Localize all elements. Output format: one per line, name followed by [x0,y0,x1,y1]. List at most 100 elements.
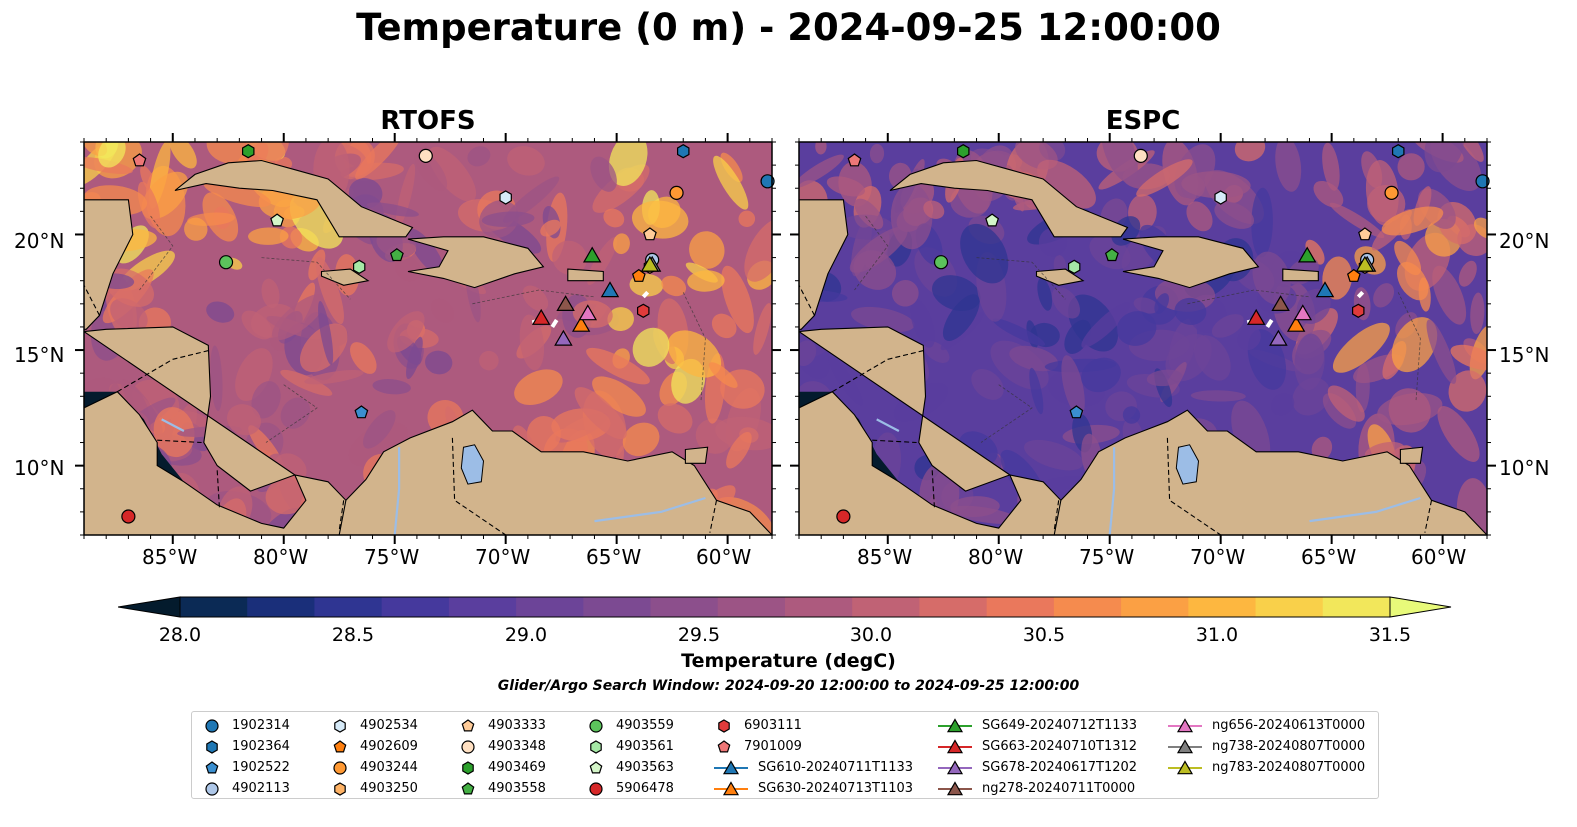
legend-marker-SG663-20240710T1312[interactable] [946,739,964,754]
panel-title-rtofs: RTOFS [380,106,476,136]
float-marker-4902609-espc[interactable] [1346,268,1361,282]
legend-marker-1902364[interactable] [206,740,218,754]
float-marker-4903559-espc[interactable] [933,255,949,270]
lat-label-right-20: 20°N [1499,229,1550,253]
glider-marker-ng656-20240613T0000-rtofs[interactable] [578,304,598,321]
float-marker-6903111-espc[interactable] [1351,303,1365,318]
float-marker-4903333-rtofs[interactable] [643,227,657,241]
float-marker-4903561-espc[interactable] [1068,259,1081,274]
glider-marker-SG663-20240710T1312-rtofs[interactable] [531,308,551,325]
float-marker-1902522-espc[interactable] [1069,405,1084,419]
glider-marker-SG663-20240710T1312-espc[interactable] [1246,308,1266,325]
float-marker-4903558-rtofs[interactable] [389,248,404,262]
glider-marker-SG610-20240711T1133-espc[interactable] [1315,281,1335,298]
legend-marker-4903561[interactable] [590,740,602,754]
legend-marker-ng783-20240807T0000[interactable] [1176,760,1194,775]
legend-marker-ng278-20240711T0000[interactable] [946,781,964,796]
float-marker-1902314-rtofs[interactable] [760,174,775,189]
legend-marker-SG630-20240713T1103[interactable] [722,781,740,796]
legend-marker-5906478[interactable] [589,782,603,796]
legend-marker-4902534[interactable] [334,719,346,733]
land-cuba [174,159,414,238]
float-marker-4903563-espc[interactable] [985,213,1000,227]
land-hispaniola [407,236,545,289]
float-marker-4903244-rtofs[interactable] [669,185,684,200]
lon-label-rtofs-60: 60°W [696,545,752,569]
land-southAmerica [338,409,772,535]
legend-marker-4903250[interactable] [334,782,346,796]
float-marker-7901009-espc[interactable] [847,153,862,167]
legend-marker-4903559[interactable] [589,719,603,733]
glider-marker-SG649-20240712T1133-rtofs[interactable] [582,246,602,263]
legend-marker-SG678-20240617T1202[interactable] [946,760,964,775]
float-marker-4903558-espc[interactable] [1104,248,1119,262]
float-marker-4902534-rtofs[interactable] [499,190,512,205]
map-panel-rtofs[interactable] [75,133,781,544]
lake-maracaibo [1175,444,1200,485]
glider-marker-SG649-20240712T1133-espc[interactable] [1297,246,1317,263]
legend-marker-4902609[interactable] [333,740,347,753]
legend-marker-1902314[interactable] [205,719,219,733]
legend-marker-SG649-20240712T1133[interactable] [946,718,964,733]
glider-marker-ng656-20240613T0000-espc[interactable] [1293,304,1313,321]
legend-marker-4903558[interactable] [461,782,475,795]
map-panel-espc[interactable] [790,133,1496,544]
float-marker-4903244-espc[interactable] [1384,185,1399,200]
legend-label: 4903250 [360,781,418,796]
float-marker-4903333-espc[interactable] [1358,227,1372,241]
legend-marker-4902113[interactable] [205,782,219,796]
float-marker-4903561-rtofs[interactable] [353,259,366,274]
float-marker-5906478-rtofs[interactable] [121,509,136,524]
colorbar-bin [1255,597,1324,617]
legend-label: ng738-20240807T0000 [1212,739,1366,754]
rivers [161,418,706,535]
legend-label: 6903111 [744,718,802,733]
legend-marker-SG610-20240711T1133[interactable] [722,760,740,775]
float-marker-4902609-rtofs[interactable] [631,268,646,282]
float-marker-4903469-espc[interactable] [957,144,970,159]
legend-marker-4903333[interactable] [461,719,475,732]
float-marker-1902364-rtofs[interactable] [676,144,690,159]
glider-marker-SG630-20240713T1103-espc[interactable] [1286,315,1306,332]
colorbar-label: Temperature (degC) [681,650,896,672]
glider-marker-SG678-20240617T1202-rtofs[interactable] [554,329,573,346]
float-marker-6903111-rtofs[interactable] [636,303,650,318]
land-masses [84,159,772,535]
float-marker-4903348-espc[interactable] [1133,148,1148,163]
legend-marker-ng738-20240807T0000[interactable] [1176,739,1194,754]
glider-marker-SG678-20240617T1202-espc[interactable] [1269,329,1288,346]
legend-marker-ng656-20240613T0000[interactable] [1176,718,1194,733]
glider-marker-ng783-20240807T0000-espc[interactable] [1355,255,1375,272]
lon-label-rtofs-70: 70°W [475,545,531,569]
float-marker-1902314-espc[interactable] [1475,174,1490,189]
glider-marker-ng278-20240711T0000-rtofs[interactable] [556,295,575,311]
legend-marker-4903469[interactable] [462,761,474,775]
legend-marker-1902522[interactable] [205,761,219,774]
lon-label-espc-75: 75°W [1079,545,1135,569]
legend-label: SG663-20240710T1312 [982,739,1138,754]
glider-marker-ng278-20240711T0000-espc[interactable] [1271,295,1290,311]
colorbar-bin [919,597,988,617]
glider-marker-SG610-20240711T1133-rtofs[interactable] [600,281,620,298]
legend-label: 4903244 [360,760,418,775]
float-marker-4903559-rtofs[interactable] [218,255,234,270]
legend-label: 7901009 [744,739,802,754]
float-marker-4903469-rtofs[interactable] [242,144,255,159]
float-marker-4903563-rtofs[interactable] [270,213,285,227]
float-marker-1902522-rtofs[interactable] [354,405,369,419]
float-marker-5906478-espc[interactable] [836,509,851,524]
legend-marker-4903563[interactable] [589,761,603,774]
float-marker-7901009-rtofs[interactable] [132,153,147,167]
colorbar-bin [247,597,315,617]
glider-marker-SG630-20240713T1103-rtofs[interactable] [571,315,591,332]
float-marker-4903348-rtofs[interactable] [418,148,433,163]
legend-marker-4903348[interactable] [461,740,475,754]
glider-marker-ng783-20240807T0000-rtofs[interactable] [640,255,660,272]
legend-marker-4903244[interactable] [333,761,347,775]
lon-label-rtofs-80: 80°W [253,545,309,569]
colorbar-bin [180,597,248,617]
legend-marker-7901009[interactable] [717,740,731,753]
float-marker-4902534-espc[interactable] [1214,190,1227,205]
float-marker-1902364-espc[interactable] [1391,144,1405,159]
legend-marker-6903111[interactable] [718,719,730,733]
